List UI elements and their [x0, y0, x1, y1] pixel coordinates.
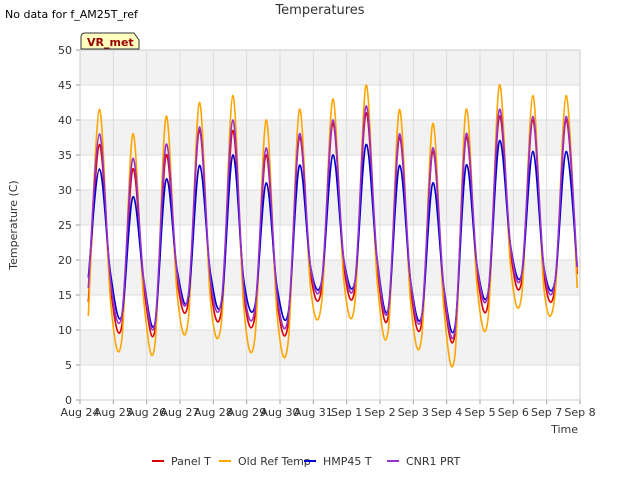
y-tick-label: 25 [58, 219, 72, 232]
y-tick-label: 10 [58, 324, 72, 337]
series-line-old-ref-temp [87, 84, 578, 368]
badge-label: VR_met [87, 36, 134, 49]
x-tick-label: Sep 5 [464, 406, 495, 419]
y-tick-label: 20 [58, 254, 72, 267]
grid-band [80, 50, 580, 85]
x-tick-label: Aug 27 [161, 406, 200, 419]
y-tick-label: 40 [58, 114, 72, 127]
x-tick-label: Sep 1 [331, 406, 362, 419]
x-tick-label: Sep 3 [398, 406, 429, 419]
y-tick-label: 0 [65, 394, 72, 407]
legend-item-cnr1-prt: CNR1 PRT [387, 455, 461, 468]
x-tick-label: Sep 2 [364, 406, 395, 419]
x-tick-label: Aug 29 [227, 406, 266, 419]
y-tick-label: 5 [65, 359, 72, 372]
grid-band [80, 190, 580, 225]
legend-item-old-ref-temp: Old Ref Temp [219, 455, 311, 468]
y-tick-label: 30 [58, 184, 72, 197]
grid-band [80, 260, 580, 295]
y-axis-label: Temperature (C) [7, 180, 20, 270]
y-tick-label: 15 [58, 289, 72, 302]
legend-item-hmp45-t: HMP45 T [304, 455, 372, 468]
legend-label: Old Ref Temp [238, 455, 311, 468]
x-tick-label: Sep 7 [531, 406, 562, 419]
x-tick-label: Sep 6 [498, 406, 529, 419]
x-tick-label: Aug 26 [127, 406, 166, 419]
legend-label: HMP45 T [323, 455, 372, 468]
y-tick-label: 50 [58, 44, 72, 57]
series-line-cnr1-prt [87, 105, 578, 340]
x-axis-label: Time [550, 423, 578, 436]
series-line-hmp45-t [87, 140, 578, 334]
y-tick-label: 35 [58, 149, 72, 162]
vr-met-badge: VR_met [80, 32, 140, 50]
plot-frame [79, 49, 581, 401]
legend-item-panel-t: Panel T [152, 455, 211, 468]
x-tick-label: Sep 8 [564, 406, 595, 419]
corner-note: No data for f_AM25T_ref [5, 8, 139, 21]
x-tick-label: Aug 25 [94, 406, 133, 419]
chart-title: Temperatures [274, 3, 364, 18]
x-tick-label: Aug 30 [261, 406, 300, 419]
y-tick-label: 45 [58, 79, 72, 92]
grid-band [80, 330, 580, 365]
x-tick-label: Sep 4 [431, 406, 462, 419]
x-tick-label: Aug 24 [61, 406, 100, 419]
x-tick-label: Aug 28 [194, 406, 233, 419]
x-tick-label: Aug 31 [294, 406, 333, 419]
legend: Panel T Old Ref Temp HMP45 T CNR1 PRT [152, 455, 461, 468]
badge-shape [80, 32, 140, 50]
legend-label: Panel T [171, 455, 211, 468]
legend-label: CNR1 PRT [406, 455, 461, 468]
